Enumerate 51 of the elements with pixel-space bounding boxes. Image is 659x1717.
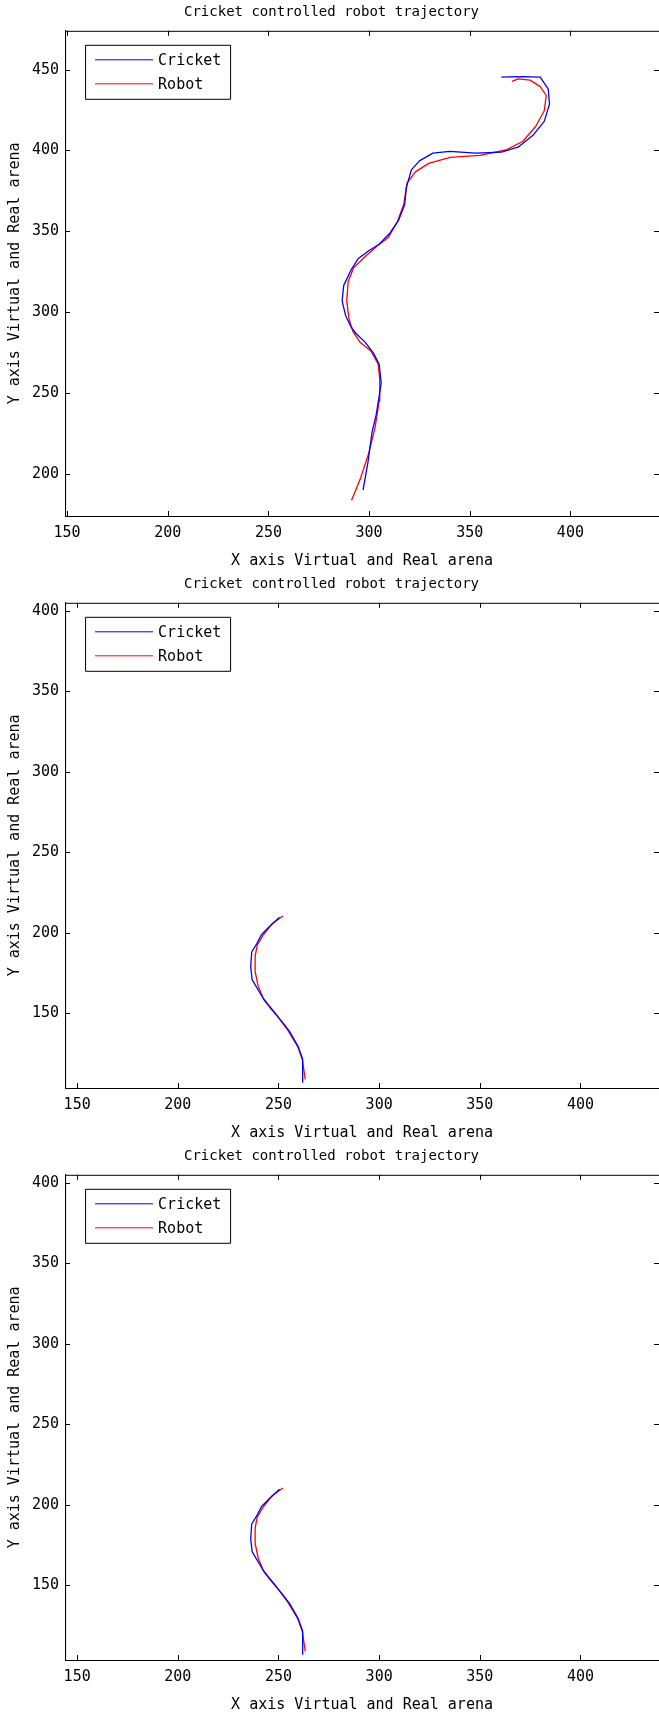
x-axis-title: X axis Virtual and Real arena xyxy=(231,1694,493,1713)
y-tick-label: 450 xyxy=(32,59,60,78)
y-tick-label: 250 xyxy=(32,1414,60,1433)
y-tick-label: 300 xyxy=(32,1333,60,1352)
x-tick-label: 250 xyxy=(254,522,282,541)
x-tick-label: 200 xyxy=(164,1666,192,1685)
x-tick-label: 350 xyxy=(466,1094,494,1113)
x-tick-label: 350 xyxy=(456,522,484,541)
y-tick-label: 400 xyxy=(32,140,60,159)
x-tick-label: 200 xyxy=(164,1094,192,1113)
legend-label: Robot xyxy=(158,74,204,93)
x-tick-label: 200 xyxy=(154,522,182,541)
x-tick-label: 300 xyxy=(365,1666,393,1685)
y-tick-label: 350 xyxy=(32,681,60,700)
x-tick-label: 150 xyxy=(53,522,81,541)
y-axis-title: Y axis Virtual and Real arena xyxy=(4,1286,23,1549)
y-tick-label: 150 xyxy=(32,1575,60,1594)
y-axis-title: Y axis Virtual and Real arena xyxy=(4,714,23,977)
legend-label: Cricket xyxy=(158,50,222,69)
x-tick-label: 300 xyxy=(365,1094,393,1113)
x-tick-label: 300 xyxy=(355,522,383,541)
y-tick-label: 350 xyxy=(32,1253,60,1272)
chart-title: Cricket controlled robot trajectory xyxy=(183,1147,480,1164)
x-axis-title: X axis Virtual and Real arena xyxy=(231,550,493,569)
y-tick-label: 150 xyxy=(32,1003,60,1022)
legend-label: Robot xyxy=(158,646,204,665)
chart-title: Cricket controlled robot trajectory xyxy=(183,575,480,592)
y-tick-label: 400 xyxy=(32,1172,60,1191)
x-tick-label: 250 xyxy=(264,1666,293,1685)
y-tick-label: 300 xyxy=(32,302,60,321)
y-tick-label: 250 xyxy=(32,842,60,861)
x-tick-label: 250 xyxy=(264,1094,293,1113)
y-tick-label: 300 xyxy=(32,761,60,780)
legend-label: Robot xyxy=(158,1218,204,1237)
y-tick-label: 400 xyxy=(32,600,60,619)
y-axis-title: Y axis Virtual and Real arena xyxy=(4,142,23,405)
chart-title: Cricket controlled robot trajectory xyxy=(183,3,480,20)
y-tick-label: 200 xyxy=(32,922,60,941)
legend-label: Cricket xyxy=(158,1194,222,1213)
x-tick-label: 350 xyxy=(466,1666,494,1685)
y-tick-label: 200 xyxy=(32,1494,60,1513)
legend-label: Cricket xyxy=(158,622,222,641)
x-tick-label: 150 xyxy=(63,1666,91,1685)
x-tick-label: 400 xyxy=(566,1094,595,1113)
x-tick-label: 150 xyxy=(63,1094,91,1113)
y-tick-label: 200 xyxy=(32,463,60,482)
y-tick-label: 350 xyxy=(32,221,60,240)
y-tick-label: 250 xyxy=(32,382,60,401)
x-tick-label: 400 xyxy=(566,1666,595,1685)
x-axis-title: X axis Virtual and Real arena xyxy=(231,1122,493,1141)
x-tick-label: 400 xyxy=(556,522,584,541)
